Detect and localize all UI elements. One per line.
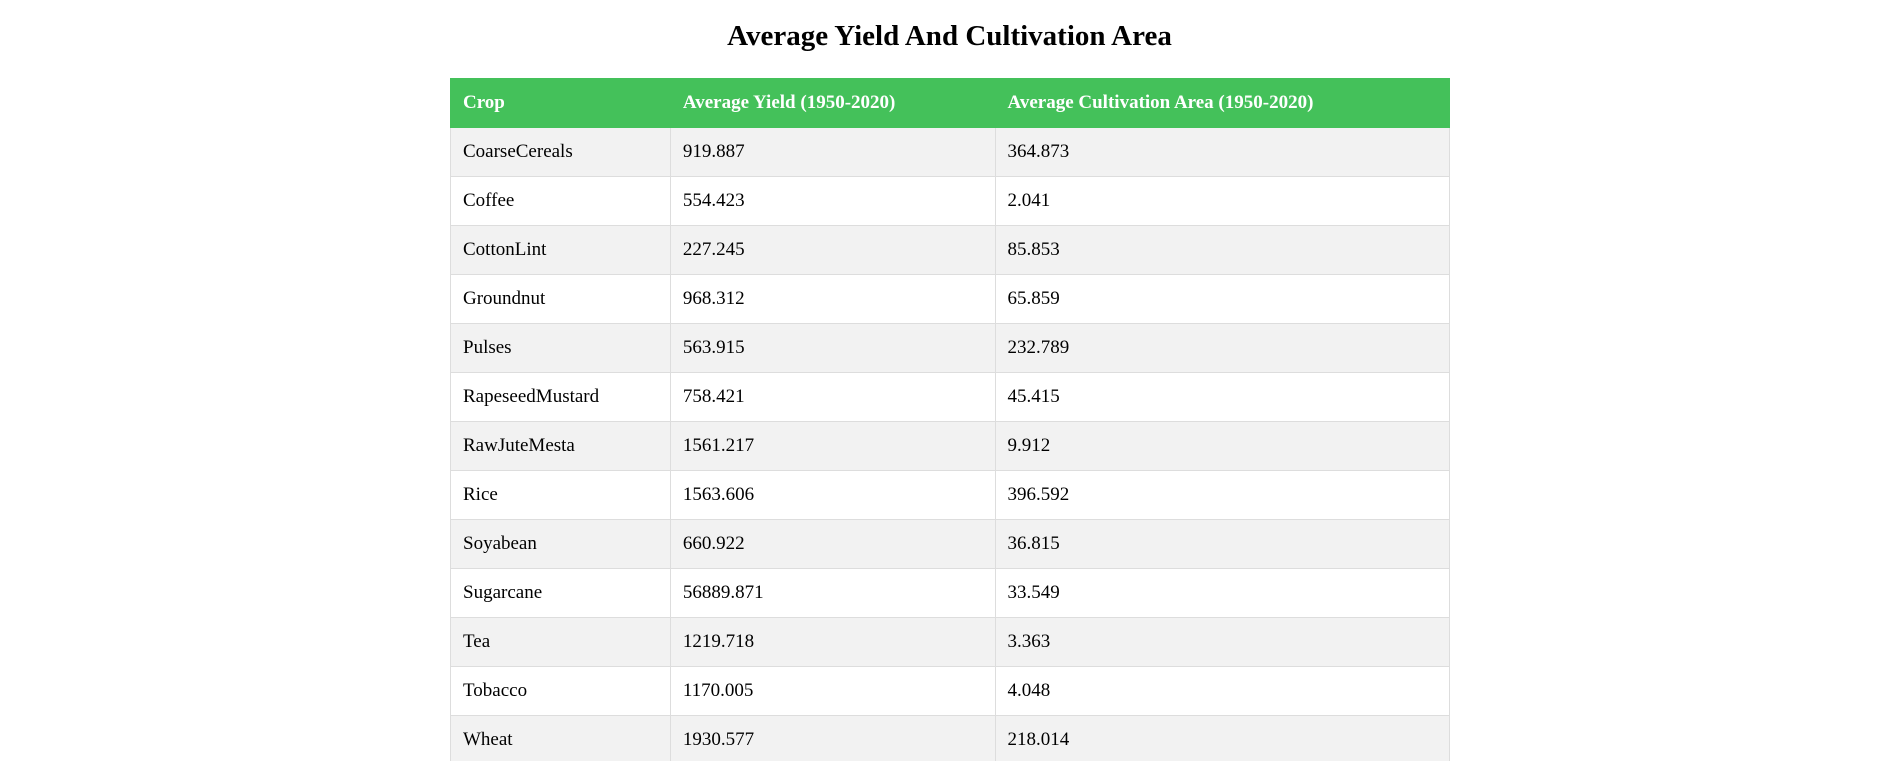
table-row: Coffee 554.423 2.041	[450, 176, 1451, 226]
cell-area: 85.853	[994, 225, 1451, 275]
table-row: Groundnut 968.312 65.859	[450, 274, 1451, 324]
cell-yield: 1170.005	[669, 666, 996, 716]
table-row: RapeseedMustard 758.421 45.415	[450, 372, 1451, 422]
cell-area: 218.014	[994, 715, 1451, 761]
cell-yield: 554.423	[669, 176, 996, 226]
cell-area: 36.815	[994, 519, 1451, 569]
cell-yield: 1930.577	[669, 715, 996, 761]
cell-crop: RawJuteMesta	[450, 421, 671, 471]
table-row: Tea 1219.718 3.363	[450, 617, 1451, 667]
cell-area: 3.363	[994, 617, 1451, 667]
header-average-yield[interactable]: Average Yield (1950-2020)	[669, 78, 996, 128]
cell-area: 45.415	[994, 372, 1451, 422]
cell-yield: 758.421	[669, 372, 996, 422]
cell-yield: 1219.718	[669, 617, 996, 667]
cell-crop: Tea	[450, 617, 671, 667]
table-row: Tobacco 1170.005 4.048	[450, 666, 1451, 716]
cell-area: 396.592	[994, 470, 1451, 520]
table-row: CoarseCereals 919.887 364.873	[450, 127, 1451, 177]
cell-crop: Tobacco	[450, 666, 671, 716]
cell-crop: Wheat	[450, 715, 671, 761]
cell-area: 65.859	[994, 274, 1451, 324]
cell-yield: 563.915	[669, 323, 996, 373]
cell-yield: 56889.871	[669, 568, 996, 618]
page-title: Average Yield And Cultivation Area	[727, 20, 1172, 52]
table-row: RawJuteMesta 1561.217 9.912	[450, 421, 1451, 471]
cell-area: 9.912	[994, 421, 1451, 471]
cell-crop: RapeseedMustard	[450, 372, 671, 422]
cell-crop: CoarseCereals	[450, 127, 671, 177]
cell-area: 2.041	[994, 176, 1451, 226]
cell-area: 232.789	[994, 323, 1451, 373]
cell-yield: 1561.217	[669, 421, 996, 471]
cell-crop: Pulses	[450, 323, 671, 373]
table-row: Soyabean 660.922 36.815	[450, 519, 1451, 569]
cell-crop: Groundnut	[450, 274, 671, 324]
table-row: Pulses 563.915 232.789	[450, 323, 1451, 373]
cell-crop: Coffee	[450, 176, 671, 226]
cell-area: 4.048	[994, 666, 1451, 716]
cell-yield: 1563.606	[669, 470, 996, 520]
cell-crop: Rice	[450, 470, 671, 520]
cell-yield: 968.312	[669, 274, 996, 324]
header-row: Crop Average Yield (1950-2020) Average C…	[450, 78, 1451, 128]
table-row: Sugarcane 56889.871 33.549	[450, 568, 1451, 618]
table-row: Rice 1563.606 396.592	[450, 470, 1451, 520]
table-body: CoarseCereals 919.887 364.873 Coffee 554…	[450, 127, 1451, 761]
data-table: Crop Average Yield (1950-2020) Average C…	[450, 78, 1451, 761]
header-average-cultivation-area[interactable]: Average Cultivation Area (1950-2020)	[994, 78, 1451, 128]
table-row: CottonLint 227.245 85.853	[450, 225, 1451, 275]
table-row: Wheat 1930.577 218.014	[450, 715, 1451, 761]
table-header: Crop Average Yield (1950-2020) Average C…	[450, 78, 1451, 128]
cell-crop: Soyabean	[450, 519, 671, 569]
cell-crop: CottonLint	[450, 225, 671, 275]
cell-area: 33.549	[994, 568, 1451, 618]
header-crop[interactable]: Crop	[450, 78, 671, 128]
cell-yield: 227.245	[669, 225, 996, 275]
cell-crop: Sugarcane	[450, 568, 671, 618]
cell-yield: 919.887	[669, 127, 996, 177]
cell-area: 364.873	[994, 127, 1451, 177]
cell-yield: 660.922	[669, 519, 996, 569]
